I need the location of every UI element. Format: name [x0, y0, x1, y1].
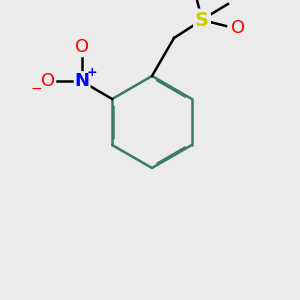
Text: −: −	[30, 82, 42, 96]
Text: O: O	[231, 19, 245, 37]
Text: O: O	[75, 38, 89, 56]
Text: N: N	[75, 72, 90, 90]
Text: O: O	[41, 72, 55, 90]
Text: +: +	[87, 67, 98, 80]
Text: S: S	[195, 11, 209, 29]
